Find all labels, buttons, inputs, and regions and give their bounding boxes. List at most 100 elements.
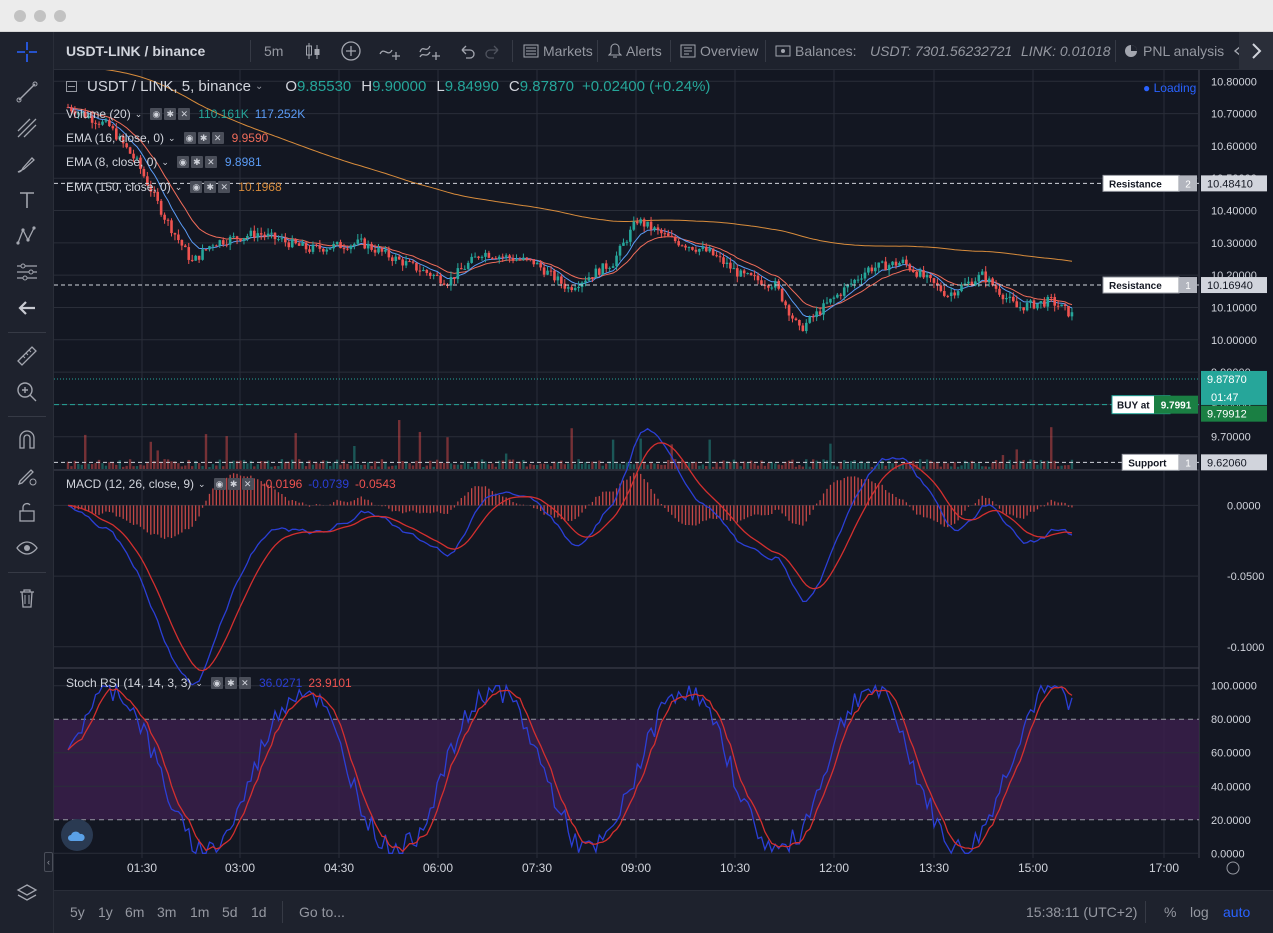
- expand-panel-button[interactable]: [1239, 32, 1273, 70]
- remove-icon[interactable]: ✕: [218, 181, 231, 193]
- settings-icon[interactable]: ✱: [224, 677, 237, 689]
- visibility-icon[interactable]: ◉: [176, 156, 189, 168]
- volume-label[interactable]: Volume (20): [66, 107, 131, 121]
- volume-bar: [498, 460, 501, 469]
- range-1y[interactable]: 1y: [98, 904, 113, 920]
- visibility-icon[interactable]: ◉: [210, 677, 223, 689]
- settings-icon[interactable]: ✱: [197, 132, 210, 144]
- close-window-icon[interactable]: [14, 10, 26, 22]
- remove-icon[interactable]: ✕: [238, 677, 251, 689]
- volume-bar: [90, 464, 94, 469]
- magnet-icon[interactable]: [11, 426, 43, 454]
- remove-icon[interactable]: ✕: [241, 478, 254, 490]
- percent-scale-toggle[interactable]: %: [1164, 904, 1177, 920]
- balances-button[interactable]: Balances:: [775, 32, 856, 70]
- volume-bar: [605, 463, 608, 469]
- volume-bar: [139, 464, 142, 469]
- templates-button[interactable]: [418, 32, 444, 70]
- settings-icon[interactable]: ✱: [227, 478, 240, 490]
- volume-bar: [398, 420, 401, 469]
- unlock-icon[interactable]: [11, 498, 43, 526]
- volume-bar: [311, 464, 315, 469]
- legend-symbol[interactable]: USDT / LINK, 5, binance: [87, 78, 251, 95]
- candle-body: [97, 123, 101, 125]
- candle-body: [253, 230, 256, 238]
- settings-icon[interactable]: ✱: [204, 181, 217, 193]
- visibility-icon[interactable]: ◉: [183, 132, 196, 144]
- log-scale-toggle[interactable]: log: [1190, 904, 1209, 920]
- candle-body: [197, 255, 201, 260]
- minimize-window-icon[interactable]: [34, 10, 46, 22]
- candle-body: [525, 257, 529, 259]
- trash-icon[interactable]: [11, 584, 43, 612]
- ema16-line: [67, 106, 1073, 309]
- markets-button[interactable]: Markets: [523, 32, 593, 70]
- visibility-icon[interactable]: ◉: [150, 108, 163, 120]
- volume-bar: [467, 463, 470, 469]
- compare-button[interactable]: [378, 32, 404, 70]
- settings-icon[interactable]: ✱: [164, 108, 177, 120]
- volume-bar: [325, 460, 328, 469]
- price-chart[interactable]: 10.8000010.7000010.6000010.5000010.40000…: [54, 70, 1273, 876]
- volume-bar: [929, 460, 932, 469]
- alerts-button[interactable]: Alerts: [608, 32, 662, 70]
- pnl-analysis-button[interactable]: PNL analysis: [1124, 32, 1224, 70]
- add-indicator-button[interactable]: [340, 32, 362, 70]
- remove-icon[interactable]: ✕: [211, 132, 224, 144]
- overview-button[interactable]: Overview: [680, 32, 758, 70]
- remove-icon[interactable]: ✕: [204, 156, 217, 168]
- range-5d[interactable]: 5d: [222, 904, 238, 920]
- candle-body: [518, 259, 522, 261]
- range-1m[interactable]: 1m: [190, 904, 210, 920]
- volume-bar: [884, 465, 887, 469]
- auto-scale-toggle[interactable]: auto: [1223, 904, 1251, 920]
- interval-button[interactable]: 5m: [264, 32, 283, 70]
- legend-collapse-icon[interactable]: [66, 81, 77, 92]
- volume-bar: [256, 464, 259, 469]
- visibility-icon[interactable]: ◉: [190, 181, 203, 193]
- ema8-legend: EMA (8, close, 0) ⌄ ◉ ✱ ✕ 9.8981: [66, 155, 262, 169]
- undo-button[interactable]: [458, 32, 476, 70]
- volume-bar: [977, 463, 980, 469]
- ema16-label[interactable]: EMA (16, close, 0): [66, 131, 165, 145]
- stay-in-drawing-icon[interactable]: [11, 462, 43, 490]
- volume-bar: [946, 463, 949, 469]
- zoom-window-icon[interactable]: [54, 10, 66, 22]
- volume-bar: [743, 461, 746, 469]
- goto-button[interactable]: Go to...: [299, 904, 345, 920]
- crosshair-icon[interactable]: [11, 38, 43, 66]
- volume-bar: [829, 443, 832, 469]
- settings-icon[interactable]: ✱: [190, 156, 203, 168]
- macd-label[interactable]: MACD (12, 26, close, 9): [66, 477, 195, 491]
- visibility-icon[interactable]: ◉: [213, 478, 226, 490]
- back-arrow-icon[interactable]: [11, 294, 43, 322]
- stoch-label[interactable]: Stoch RSI (14, 14, 3, 3): [66, 676, 192, 690]
- range-5y[interactable]: 5y: [70, 904, 85, 920]
- text-tool-icon[interactable]: [11, 186, 43, 214]
- ema8-label[interactable]: EMA (8, close, 0): [66, 155, 158, 169]
- zoom-in-icon[interactable]: [11, 378, 43, 406]
- clock-timezone[interactable]: 15:38:11 (UTC+2): [1026, 904, 1138, 920]
- prediction-tool-icon[interactable]: [11, 258, 43, 286]
- ema150-label[interactable]: EMA (150, close, 0): [66, 180, 171, 194]
- chart-type-button[interactable]: [304, 32, 322, 70]
- tradingview-logo[interactable]: [61, 819, 93, 851]
- brush-icon[interactable]: [11, 150, 43, 178]
- layers-icon[interactable]: [11, 880, 43, 908]
- range-3m[interactable]: 3m: [157, 904, 177, 920]
- candle-body: [1067, 305, 1070, 317]
- pattern-tool-icon[interactable]: [11, 222, 43, 250]
- trend-line-icon[interactable]: [11, 78, 43, 106]
- range-6m[interactable]: 6m: [125, 904, 145, 920]
- remove-icon[interactable]: ✕: [178, 108, 191, 120]
- volume-bar: [280, 459, 284, 469]
- symbol-search-button[interactable]: USDT-LINK / binance: [66, 32, 205, 70]
- range-1d[interactable]: 1d: [251, 904, 267, 920]
- eye-icon[interactable]: [11, 534, 43, 562]
- collapse-left-handle[interactable]: ‹: [44, 852, 53, 872]
- fib-tool-icon[interactable]: [11, 114, 43, 142]
- legend-chevron-down-icon[interactable]: ⌄: [254, 81, 264, 92]
- redo-button[interactable]: [484, 32, 502, 70]
- volume-bar: [818, 463, 822, 469]
- ruler-icon[interactable]: [11, 342, 43, 370]
